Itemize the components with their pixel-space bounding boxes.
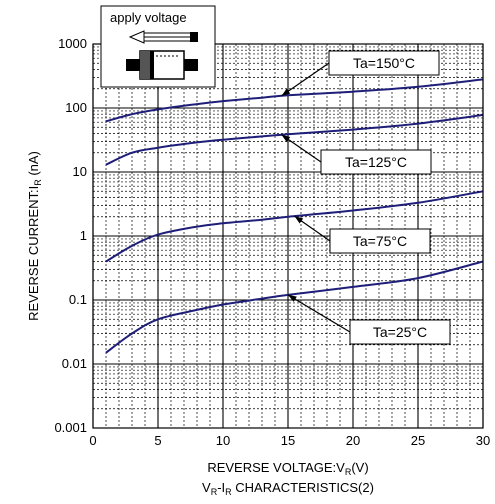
y-tick-label: 1 (80, 228, 87, 243)
inset-label: apply voltage (110, 10, 187, 25)
x-tick-label: 5 (154, 433, 161, 448)
annotation-box (320, 149, 432, 175)
annotation-label: Ta=150°C (353, 55, 415, 71)
y-axis-label: REVERSE CURRENT:I (26, 186, 41, 321)
annotation-box (328, 50, 440, 76)
y-tick-label: 1000 (58, 36, 87, 51)
x-axis-title: REVERSE VOLTAGE:VR(V) (207, 460, 368, 477)
x-tick-label: 15 (281, 433, 295, 448)
caption-v: V (202, 480, 211, 495)
grid (92, 44, 484, 429)
y-tick-label: 0.1 (69, 292, 87, 307)
annotation-leader (287, 294, 351, 333)
annotation-label: Ta=125°C (345, 154, 407, 170)
caption-sub-r2: R (225, 487, 232, 497)
y-tick-labels: 0.001 0.01 0.1 1 10 100 1000 (54, 36, 87, 435)
y-axis-label-unit: (nA) (26, 151, 41, 179)
x-axis-label: REVERSE VOLTAGE:V (207, 460, 345, 475)
x-tick-label: 10 (216, 433, 230, 448)
series-line-3 (105, 260, 484, 354)
y-axis-title: REVERSE CURRENT:IR (nA) (26, 151, 43, 321)
annotation-arrowhead (288, 294, 297, 302)
annotation-label: Ta=75°C (353, 233, 407, 249)
y-tick-label: 100 (65, 100, 87, 115)
y-tick-label: 0.001 (54, 420, 87, 435)
chart-caption: VR-IR CHARACTERISTICS(2) (202, 480, 374, 497)
annotation-arrowhead (294, 216, 304, 224)
annotation-leader (281, 62, 330, 97)
x-axis-label-sub: R (345, 467, 352, 477)
caption-sub-r1: R (211, 487, 218, 497)
y-tick-label: 10 (73, 164, 87, 179)
annotation-arrowhead (281, 134, 291, 143)
x-axis-label-unit: (V) (351, 460, 368, 475)
x-tick-label: 20 (346, 433, 360, 448)
annotation-arrowhead (281, 88, 291, 96)
caption-tail: CHARACTERISTICS(2) (232, 480, 374, 495)
x-tick-label: 30 (476, 433, 490, 448)
diode-with-arrow-icon (126, 30, 198, 80)
caption-i: -I (217, 480, 225, 495)
x-tick-labels: 0 5 10 15 20 25 30 (89, 433, 490, 448)
annotation-box (329, 228, 431, 254)
plot-frame (92, 43, 484, 429)
series-line-0 (105, 78, 484, 123)
annotation-box (349, 319, 451, 345)
series-line-1 (105, 113, 484, 166)
y-tick-label: 0.01 (62, 356, 87, 371)
series-line-2 (105, 190, 484, 263)
x-tick-label: 25 (411, 433, 425, 448)
x-tick-label: 0 (89, 433, 96, 448)
y-axis-label-sub: R (33, 179, 43, 186)
series-lines (105, 78, 484, 354)
annotation-label: Ta=25°C (373, 324, 427, 340)
apply-voltage-inset: apply voltage (100, 5, 216, 88)
annotations: Ta=150°C Ta=125°C Ta=75°C Ta=25°C (281, 50, 451, 345)
